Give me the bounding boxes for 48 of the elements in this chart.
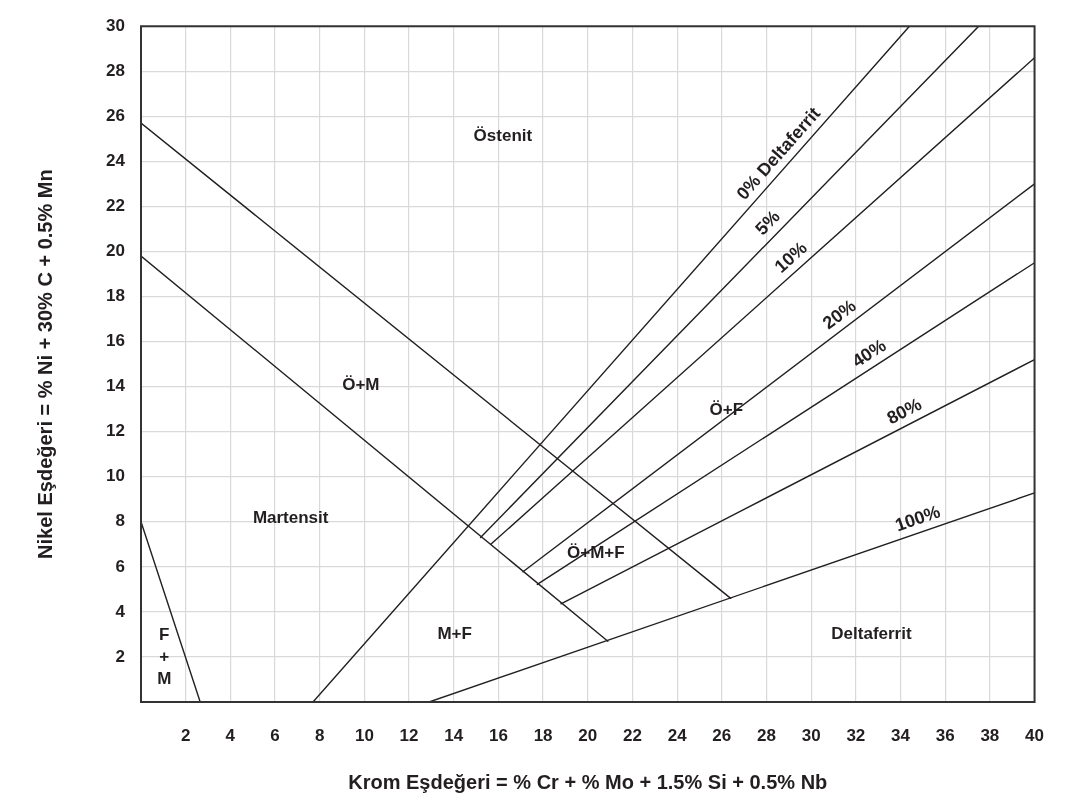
y-tick-label: 30 xyxy=(106,15,125,35)
x-tick-label: 12 xyxy=(399,725,419,745)
x-tick-label: 10 xyxy=(354,725,374,745)
y-tick-label: 6 xyxy=(115,556,125,576)
annotation: 20% xyxy=(818,295,860,334)
annotation: Deltaferrit xyxy=(831,624,912,644)
y-axis-title: Nikel Eşdeğeri = % Ni + 30% C + 0.5% Mn xyxy=(33,169,56,559)
x-tick-label: 40 xyxy=(1025,725,1045,745)
x-tick-label: 24 xyxy=(667,725,688,745)
annotation: 5% xyxy=(751,206,784,240)
x-tick-label: 26 xyxy=(712,725,732,745)
x-tick-label: 22 xyxy=(622,725,642,745)
y-tick-label: 2 xyxy=(115,646,125,666)
x-tick-label: 16 xyxy=(488,725,508,745)
annotation: 40% xyxy=(848,335,890,372)
annotation: 80% xyxy=(883,393,925,429)
y-tick-label: 14 xyxy=(106,376,126,396)
y-tick-label: 12 xyxy=(106,421,125,441)
x-tick-label: 32 xyxy=(846,725,866,745)
y-tick-label: 22 xyxy=(106,196,125,216)
x-tick-label: 14 xyxy=(444,725,464,745)
annotation: F + M xyxy=(157,625,172,689)
x-tick-label: 6 xyxy=(270,725,280,745)
x-axis-title: Krom Eşdeğeri = % Cr + % Mo + 1.5% Si + 0.5% Nb xyxy=(348,770,828,793)
annotation: M+F xyxy=(437,624,472,644)
x-tick-label: 34 xyxy=(891,725,911,745)
y-tick-label: 4 xyxy=(115,601,126,621)
y-tick-label: 16 xyxy=(106,331,125,351)
y-tick-label: 18 xyxy=(106,286,125,306)
y-tick-label: 20 xyxy=(106,241,125,261)
y-tick-label: 28 xyxy=(106,60,125,80)
annotation: 100% xyxy=(892,501,943,536)
x-tick-label: 28 xyxy=(757,725,776,745)
x-tick-label: 4 xyxy=(225,725,236,745)
x-tick-label: 8 xyxy=(314,725,325,745)
y-tick-label: 24 xyxy=(106,151,126,171)
y-tick-label: 8 xyxy=(115,511,125,531)
y-tick-label: 10 xyxy=(106,466,125,486)
annotation: Martensit xyxy=(252,507,329,527)
x-tick-label: 18 xyxy=(533,725,553,745)
y-tick-label: 26 xyxy=(106,105,125,125)
x-tick-label: 2 xyxy=(180,725,191,745)
x-tick-label: 20 xyxy=(578,725,598,745)
x-tick-label: 30 xyxy=(801,725,821,745)
x-tick-label: 36 xyxy=(935,725,955,745)
x-tick-label: 38 xyxy=(980,725,1000,745)
annotation: Östenit xyxy=(473,126,533,146)
annotation: Ö+M xyxy=(342,374,380,394)
